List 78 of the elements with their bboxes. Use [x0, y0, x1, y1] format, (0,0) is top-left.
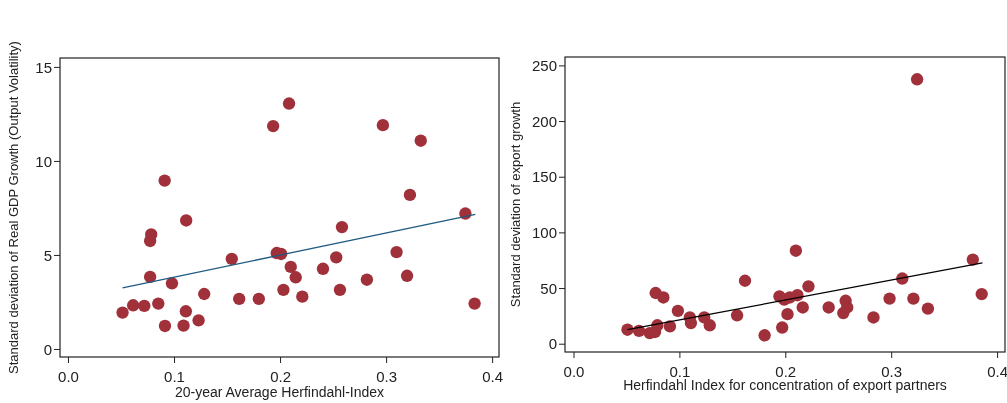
x-tick-label: 0.3	[881, 363, 903, 380]
y-axis-title: Standard deviation of export growth	[508, 101, 523, 308]
point	[414, 134, 427, 147]
x-tick-label: 0.1	[164, 368, 185, 385]
point	[282, 97, 296, 110]
point	[910, 73, 924, 86]
point	[192, 314, 205, 327]
point	[468, 297, 481, 310]
point	[966, 253, 979, 266]
point	[316, 262, 330, 275]
y-tick-label: 150	[531, 168, 557, 186]
point	[277, 283, 290, 297]
y-axis-title: Standard deviation of Real GDP Growth (Output Volatility)	[6, 41, 21, 374]
x-axis-title: 20-year Average Herfindahl-Index	[174, 384, 385, 400]
point	[179, 305, 193, 318]
point	[883, 292, 896, 305]
point	[180, 214, 193, 227]
y-tick-label: 50	[540, 279, 557, 297]
point	[177, 319, 190, 332]
point	[225, 252, 238, 266]
point	[266, 119, 280, 133]
x-tick-label: 0.1	[669, 363, 691, 380]
point	[165, 277, 179, 290]
point	[198, 287, 211, 301]
point	[152, 297, 165, 310]
point	[143, 270, 157, 284]
point	[330, 251, 343, 264]
x-tick-label: 0.2	[270, 368, 291, 385]
y-tick-label: 100	[531, 224, 557, 242]
point	[921, 302, 935, 315]
x-tick-label: 0.4	[987, 363, 1007, 380]
point	[333, 283, 347, 297]
point	[360, 273, 374, 286]
x-tick-label: 0.4	[482, 368, 504, 385]
point	[671, 304, 685, 317]
point	[621, 323, 634, 336]
point	[116, 306, 129, 319]
x-tick-label: 0.0	[58, 368, 79, 385]
x-tick-label: 0.0	[563, 363, 585, 380]
y-tick-label: 5	[43, 246, 52, 264]
point	[126, 299, 140, 312]
y-tick-label: 200	[531, 112, 557, 130]
point	[822, 301, 835, 314]
point	[400, 269, 414, 282]
x-tick-label: 0.2	[775, 363, 797, 380]
point	[703, 319, 716, 332]
point	[738, 274, 752, 287]
point	[867, 311, 880, 324]
x-axis-title: Herfindahl Index for concentration of export partners	[623, 377, 947, 393]
point	[841, 301, 854, 314]
point	[158, 174, 171, 187]
point	[776, 321, 789, 334]
y-tick-label: 0	[43, 340, 52, 358]
y-tick-label: 10	[35, 152, 52, 170]
point	[796, 301, 809, 314]
point	[907, 292, 920, 305]
point	[335, 220, 349, 234]
y-tick-label: 0	[548, 335, 557, 353]
point	[296, 290, 309, 303]
point	[376, 118, 390, 132]
point	[758, 329, 771, 342]
y-tick-label: 15	[35, 58, 52, 76]
point	[233, 292, 246, 306]
point	[390, 245, 403, 259]
point	[252, 292, 265, 306]
point	[284, 260, 297, 274]
point	[975, 287, 988, 301]
x-tick-label: 0.3	[376, 368, 398, 385]
point	[802, 280, 815, 293]
point	[289, 271, 302, 284]
point	[403, 188, 417, 202]
point	[158, 319, 172, 333]
point	[730, 309, 744, 322]
y-tick-label: 250	[531, 57, 557, 75]
point	[657, 291, 670, 304]
point	[789, 244, 803, 257]
point	[138, 299, 151, 313]
point	[781, 307, 794, 321]
